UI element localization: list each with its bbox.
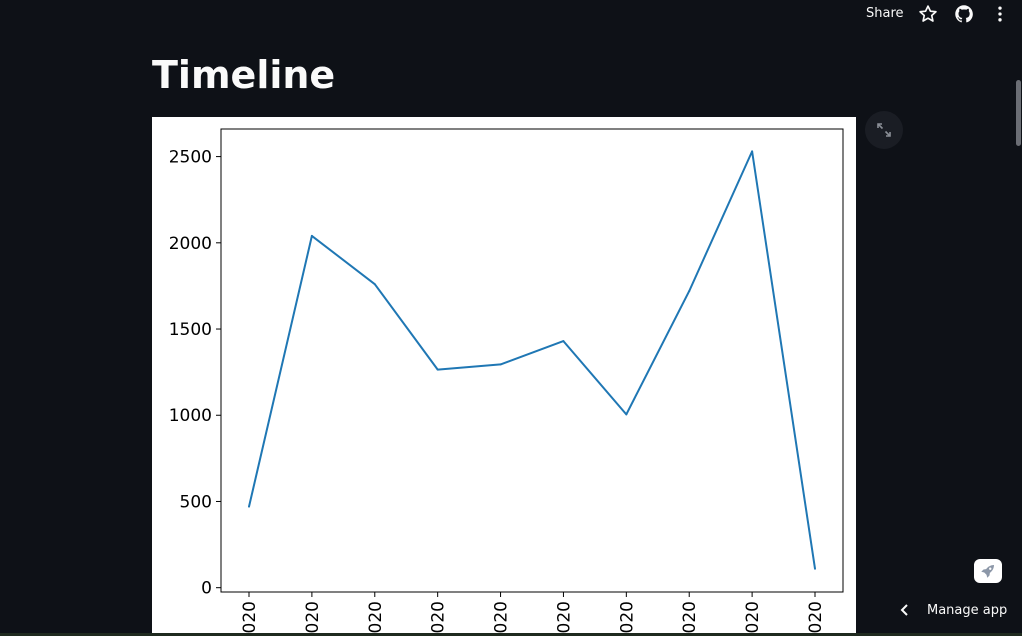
x-tick-label: 020 (240, 601, 260, 633)
top-toolbar: Share (0, 0, 1022, 30)
data-point (625, 413, 628, 416)
x-tick-label: 020 (492, 601, 512, 633)
data-point (688, 290, 691, 293)
x-tick-label: 020 (303, 601, 323, 633)
chart-container: 0 500 1000 1500 2000 2500 020 020 020 020 020 020 02… (152, 117, 856, 636)
series-line (248, 150, 816, 569)
data-point (751, 150, 754, 153)
share-button[interactable]: Share (866, 6, 904, 21)
data-point (310, 234, 313, 237)
y-tick-label: 0 (201, 579, 212, 599)
y-tick-label: 2000 (169, 234, 212, 254)
y-tick-label: 500 (180, 492, 212, 512)
manage-app-label: Manage app (927, 603, 1008, 618)
deploy-button[interactable] (974, 559, 1002, 583)
page-title: Timeline (152, 53, 336, 97)
github-icon[interactable] (954, 4, 974, 24)
star-icon[interactable] (918, 4, 938, 24)
expand-icon (877, 123, 891, 137)
x-tick-label: 020 (680, 601, 700, 633)
data-point (248, 505, 250, 508)
data-point (562, 340, 565, 343)
x-tick-label: 020 (366, 601, 386, 633)
chevron-left-icon (900, 604, 908, 616)
timeline-line-chart: 0 500 1000 1500 2000 2500 020 020 020 020 020 020 02… (169, 128, 844, 633)
page-scrollbar[interactable] (1016, 80, 1021, 146)
x-tick-label: 020 (429, 601, 449, 633)
y-tick-label: 1500 (169, 320, 212, 340)
more-vertical-icon[interactable] (990, 4, 1010, 24)
plot-area-frame (220, 128, 844, 593)
rocket-icon (981, 565, 994, 578)
data-point (436, 368, 439, 371)
y-tick-label: 1000 (169, 406, 212, 426)
y-tick-label: 2500 (169, 148, 212, 168)
data-point (499, 363, 502, 366)
manage-app-button[interactable]: Manage app (893, 598, 1013, 624)
bottom-status-line (0, 633, 1022, 636)
x-tick-label: 020 (617, 601, 637, 633)
x-tick-label: 020 (743, 601, 763, 633)
data-point (814, 567, 816, 570)
data-point (373, 283, 376, 286)
x-tick-label: 020 (554, 601, 574, 633)
x-tick-label: 020 (806, 601, 826, 633)
fullscreen-button[interactable] (865, 111, 903, 149)
